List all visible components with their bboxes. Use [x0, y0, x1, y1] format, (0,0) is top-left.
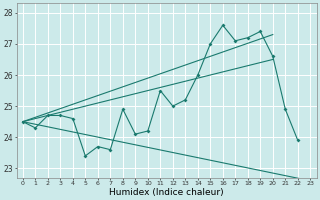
- X-axis label: Humidex (Indice chaleur): Humidex (Indice chaleur): [109, 188, 224, 197]
